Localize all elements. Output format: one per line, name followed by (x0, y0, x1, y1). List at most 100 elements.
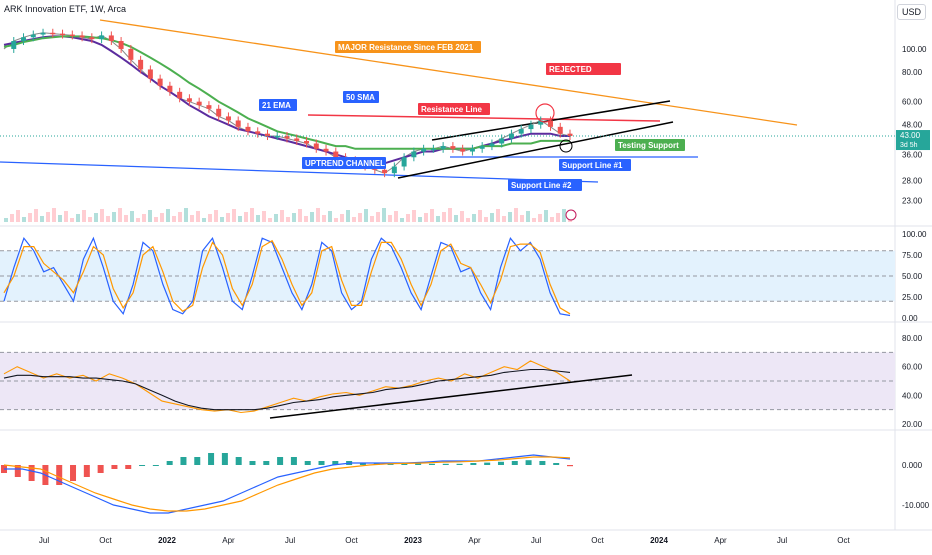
ema21-label: 21 EMA (262, 101, 291, 110)
macd-histogram-bar (111, 465, 118, 469)
volume-bar (70, 218, 74, 222)
volume-bar (526, 211, 530, 222)
macd-histogram-bar (14, 465, 21, 477)
volume-bar (388, 215, 392, 222)
price-candle (128, 48, 134, 60)
volume-bar (148, 210, 152, 222)
stoch-d-line (3, 239, 571, 315)
time-tick-label: Apr (714, 536, 727, 545)
time-tick-label: Oct (591, 536, 604, 545)
volume-bar (130, 211, 134, 222)
volume-bar (406, 214, 410, 222)
price-tick-label: 60.00 (902, 98, 923, 107)
rsi-tick-label: 60.00 (902, 363, 923, 372)
macd-histogram-bar (139, 465, 146, 466)
volume-bar (40, 216, 44, 222)
resistance-line-label: Resistance Line (421, 105, 482, 114)
price-tick-label: 80.00 (902, 68, 923, 77)
volume-bar (532, 218, 536, 222)
time-tick-label: Jul (531, 536, 541, 545)
price-tick-label: 48.00 (902, 121, 923, 130)
price-candle (138, 59, 144, 70)
macd-histogram-bar (456, 463, 463, 465)
volume-bar (88, 217, 92, 222)
price-candle (489, 143, 495, 147)
macd-histogram-bar (332, 461, 339, 465)
volume-bar (346, 210, 350, 222)
macd-histogram-bar (263, 461, 270, 465)
volume-bar (538, 214, 542, 222)
price-candle (264, 133, 270, 137)
macd-histogram-bar (125, 465, 132, 469)
volume-bar (256, 215, 260, 222)
rsi-tick-label: 20.00 (902, 420, 923, 429)
volume-bar (28, 213, 32, 222)
price-candle (50, 32, 56, 35)
support-line-1-label: Support Line #1 (562, 161, 623, 170)
time-tick-label: 2022 (158, 536, 176, 545)
price-candle (499, 138, 505, 144)
macd-histogram-bar (539, 461, 546, 465)
channel-lower-line (397, 121, 674, 179)
volume-bar (448, 208, 452, 222)
macd-histogram-bar (70, 465, 77, 481)
time-tick-label: 2023 (404, 536, 422, 545)
macd-histogram-bar (166, 461, 173, 465)
price-candle (382, 169, 388, 174)
macd-histogram-bar (318, 461, 325, 465)
volume-bar (268, 218, 272, 222)
price-candle (450, 146, 456, 149)
rsi-tick-label: 40.00 (902, 391, 923, 400)
volume-bar (4, 218, 8, 222)
volume-bar (274, 214, 278, 222)
time-tick-label: Apr (468, 536, 481, 545)
volume-bar (16, 210, 20, 222)
price-candle (460, 148, 466, 152)
volume-bar (94, 213, 98, 222)
major-resistance-line (99, 19, 798, 126)
time-tick-label: Jul (285, 536, 295, 545)
price-candle (40, 32, 46, 35)
rsi-ma-line (3, 368, 571, 411)
last-price-label: 43.00 (900, 131, 921, 140)
volume-bar (262, 211, 266, 222)
price-candle (547, 120, 553, 127)
volume-bar (322, 215, 326, 222)
volume-bar (520, 215, 524, 222)
price-candle (235, 120, 241, 127)
time-tick-label: 2024 (650, 536, 668, 545)
events-icon (565, 209, 577, 221)
price-candle (508, 133, 514, 139)
volume-bar (436, 216, 440, 222)
volume-bar (376, 212, 380, 222)
stoch-tick-label: 25.00 (902, 293, 923, 302)
volume-bar (352, 217, 356, 222)
macd-histogram-bar (359, 463, 366, 465)
stoch-tick-label: 50.00 (902, 272, 923, 281)
uptrend-channel-label-bg (302, 157, 386, 169)
volume-bar (310, 212, 314, 222)
macd-histogram-bar (511, 461, 518, 465)
price-candle (304, 140, 310, 144)
macd-histogram-bar (56, 465, 63, 485)
price-candle (391, 166, 397, 174)
volume-bar (136, 218, 140, 222)
volume-bar (424, 213, 428, 222)
volume-bar (184, 208, 188, 222)
price-candle (30, 34, 36, 38)
price-candle (186, 98, 192, 102)
support-line-1-label-bg (559, 159, 631, 171)
price-candle (421, 148, 427, 152)
testing-support-label: Testing Support (618, 141, 679, 150)
macd-histogram-bar (553, 463, 560, 465)
rsi-tick-label: 80.00 (902, 334, 923, 343)
currency-button[interactable]: USD (896, 4, 926, 20)
volume-bar (226, 213, 230, 222)
macd-histogram-bar (194, 457, 201, 465)
volume-bar (418, 217, 422, 222)
volume-bar (202, 218, 206, 222)
price-candle (401, 157, 407, 167)
price-candle (79, 35, 85, 38)
volume-bar (328, 211, 332, 222)
price-candle (108, 35, 114, 42)
